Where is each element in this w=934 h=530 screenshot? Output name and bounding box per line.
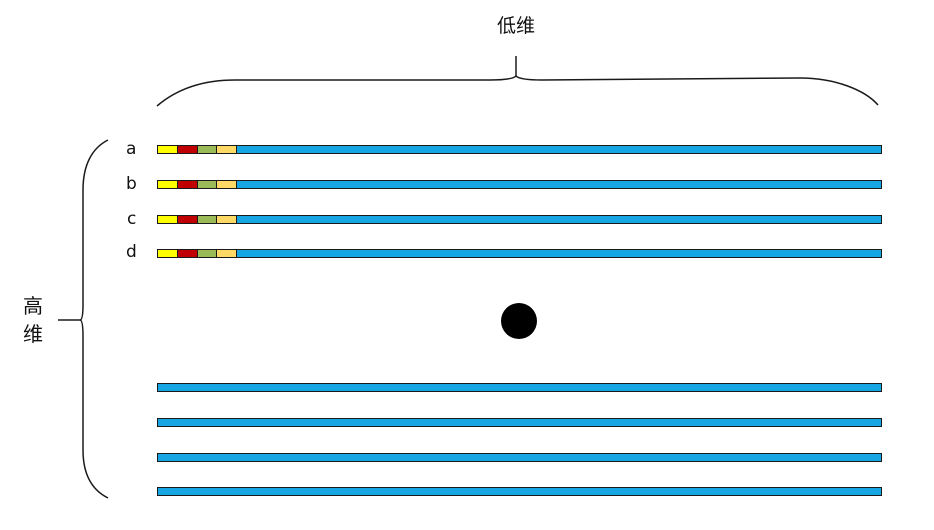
bar-segment xyxy=(178,216,198,223)
bar-segment xyxy=(178,181,198,188)
row-label-b: b xyxy=(126,174,137,194)
bar-segment xyxy=(158,216,178,223)
bar-segment xyxy=(178,146,198,153)
row-label-c: c xyxy=(127,209,137,229)
bar-segment xyxy=(198,146,217,153)
row-label-d: d xyxy=(126,242,137,262)
vector-bar-d xyxy=(157,249,882,258)
vector-bar-plain xyxy=(157,383,882,392)
bar-segment xyxy=(178,250,198,257)
bar-segment xyxy=(237,216,881,223)
bar-segment xyxy=(237,250,881,257)
vector-bar-plain xyxy=(157,418,882,427)
vector-bar-plain xyxy=(157,453,882,462)
bar-segment xyxy=(158,146,178,153)
bar-segment xyxy=(158,250,178,257)
side-label-char-1: 高 xyxy=(23,294,43,318)
bar-segment xyxy=(198,216,217,223)
vector-bar-c xyxy=(157,215,882,224)
bar-segment xyxy=(198,250,217,257)
row-label-a: a xyxy=(126,139,137,159)
bar-segment xyxy=(237,146,881,153)
side-label: 高 维 xyxy=(21,292,45,348)
bar-segment xyxy=(158,181,178,188)
bar-segment xyxy=(198,181,217,188)
bar-segment xyxy=(217,181,237,188)
vector-bar-a xyxy=(157,145,882,154)
vector-bar-b xyxy=(157,180,882,189)
side-label-char-2: 维 xyxy=(23,322,43,346)
bar-segment xyxy=(217,146,237,153)
top-label: 低维 xyxy=(497,15,536,37)
bar-segment xyxy=(237,181,881,188)
bar-segment xyxy=(217,216,237,223)
top-brace xyxy=(156,74,879,107)
left-brace xyxy=(79,139,109,499)
bar-segment xyxy=(217,250,237,257)
vector-bar-plain xyxy=(157,487,882,496)
ellipsis-dot xyxy=(501,303,537,339)
